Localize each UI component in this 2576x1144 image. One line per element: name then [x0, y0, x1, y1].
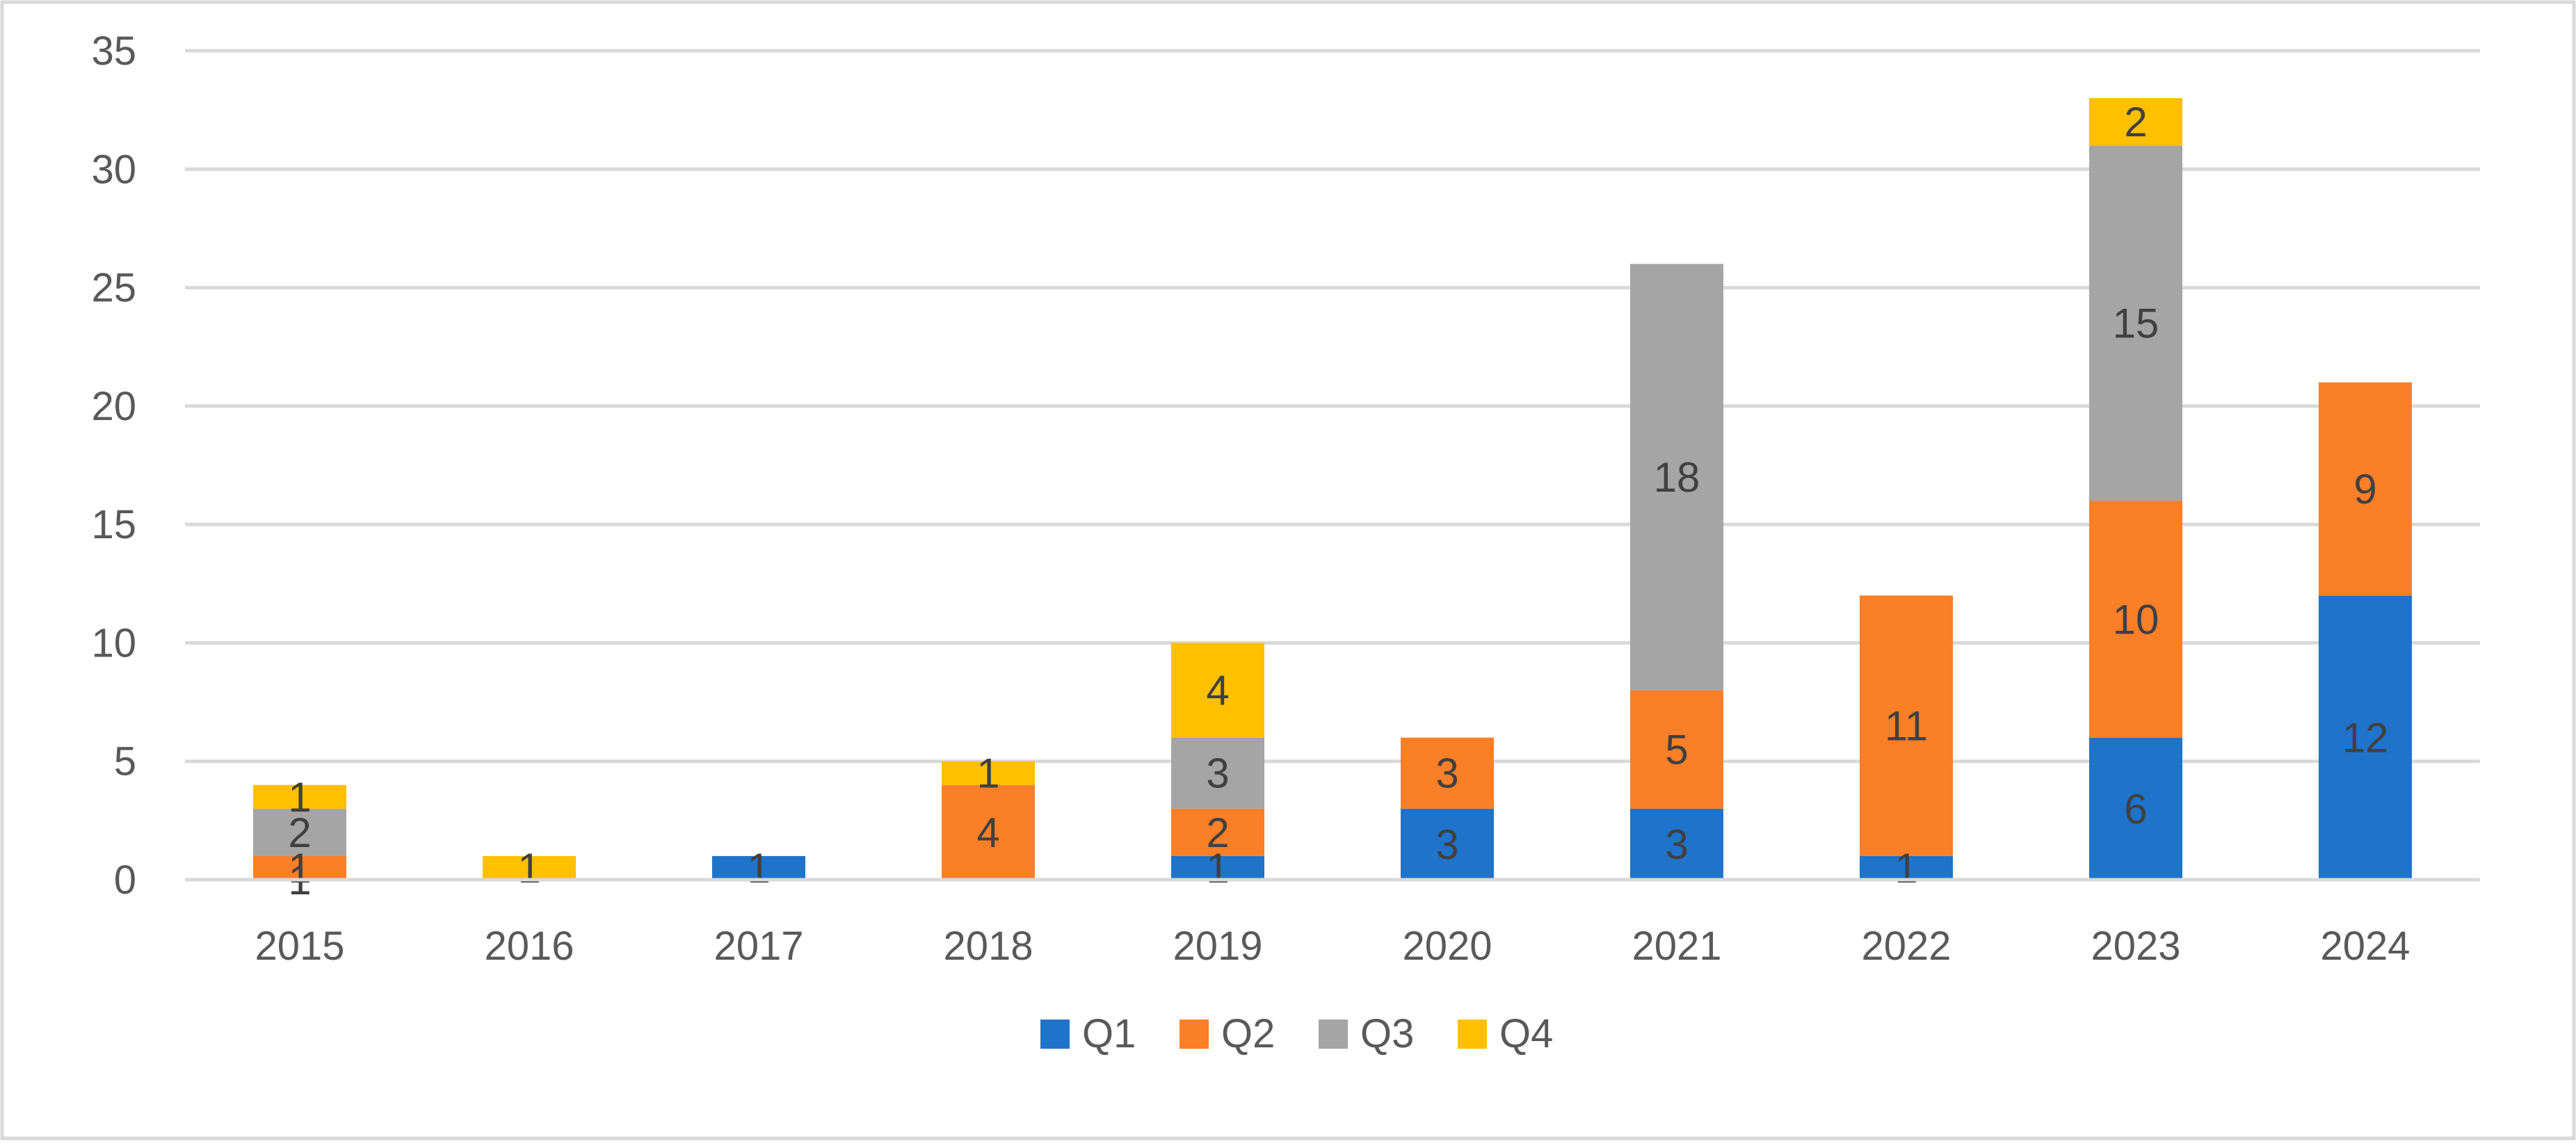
- x-tick-label-2024: 2024: [2320, 924, 2410, 969]
- bar-segment-q2-2019[interactable]: [1171, 808, 1264, 856]
- bar-segment-q4-2019[interactable]: [1171, 643, 1264, 738]
- data-label-q3-2021: 18: [1654, 454, 1700, 501]
- y-tick-label: 35: [91, 29, 136, 74]
- data-label-q4-2019: 4: [1206, 668, 1229, 714]
- data-label-q2-2022: 11: [1885, 703, 1928, 750]
- x-tick-label-2018: 2018: [943, 924, 1033, 969]
- data-label-q2-2023: 10: [2113, 596, 2159, 643]
- data-label-q2-2018: 4: [976, 809, 999, 856]
- data-label-q1-2023: 6: [2124, 786, 2147, 832]
- bar-segment-q1-2017[interactable]: [712, 855, 805, 880]
- legend-swatch-q1: [1040, 1020, 1070, 1049]
- data-label-q2-2019: 2: [1206, 809, 1229, 856]
- x-tick-label-2020: 2020: [1402, 924, 1492, 969]
- legend-label-q1: Q1: [1082, 1011, 1136, 1056]
- legend-label-q2: Q2: [1221, 1011, 1275, 1056]
- legend-label-q4: Q4: [1499, 1011, 1553, 1056]
- bar-segment-q4-2016[interactable]: [483, 855, 576, 880]
- data-label-q2-2015: 1: [288, 845, 311, 892]
- legend[interactable]: Q1 Q2 Q3 Q4: [1040, 1011, 1553, 1056]
- bar-segment-q2-2024[interactable]: [2319, 382, 2412, 596]
- bar-segment-q1-2022[interactable]: [1860, 855, 1953, 880]
- data-label-q4-2023: 2: [2124, 99, 2147, 145]
- bar-segment-q1-2021[interactable]: [1630, 808, 1723, 880]
- legend-item-q1[interactable]: Q1: [1040, 1011, 1136, 1056]
- data-label-q3-2019: 3: [1206, 750, 1229, 797]
- y-tick-label: 20: [91, 384, 136, 429]
- x-tick-label-2022: 2022: [1861, 924, 1951, 969]
- bar-segment-q4-2018[interactable]: [942, 761, 1035, 785]
- data-label-q1-2022: 1: [1894, 845, 1917, 892]
- y-tick-label: 15: [91, 502, 136, 547]
- bar-segment-q4-2015[interactable]: [253, 784, 346, 809]
- data-label-q2-2024: 9: [2353, 466, 2376, 513]
- bar-segment-q4-2023[interactable]: [2089, 98, 2182, 146]
- bar-segment-q1-2019[interactable]: [1171, 855, 1264, 880]
- data-label-q4-2018: 1: [976, 750, 999, 797]
- bars: [253, 98, 2412, 880]
- gridlines: [185, 49, 2480, 764]
- bar-segment-q3-2015[interactable]: [253, 808, 346, 856]
- x-tick-label-2015: 2015: [255, 924, 344, 969]
- data-label-q3-2023: 15: [2113, 300, 2159, 347]
- y-tick-label: 0: [114, 857, 136, 903]
- data-label-q1-2021: 3: [1665, 821, 1688, 868]
- bar-segment-q1-2020[interactable]: [1401, 808, 1494, 880]
- x-tick-label-2017: 2017: [714, 924, 803, 969]
- bar-segment-q2-2015[interactable]: [253, 855, 346, 880]
- bar-segment-q3-2019[interactable]: [1171, 737, 1264, 809]
- legend-swatch-q3: [1319, 1020, 1348, 1049]
- data-label-q4-2016: 1: [517, 845, 540, 892]
- data-label-q1-2017: 1: [747, 845, 770, 892]
- data-label-q1-2020: 3: [1435, 821, 1458, 868]
- bar-segment-q3-2023[interactable]: [2089, 145, 2182, 501]
- data-label-q4-2015: 1: [288, 774, 311, 821]
- legend-item-q3[interactable]: Q3: [1319, 1011, 1414, 1056]
- y-tick-label: 30: [91, 147, 136, 192]
- bar-segment-q2-2020[interactable]: [1401, 737, 1494, 809]
- bar-segment-q2-2022[interactable]: [1860, 595, 1953, 856]
- legend-swatch-q4: [1458, 1020, 1487, 1049]
- legend-swatch-q2: [1180, 1020, 1209, 1049]
- x-tick-label-2016: 2016: [484, 924, 574, 969]
- x-tick-label-2023: 2023: [2091, 924, 2180, 969]
- legend-item-q4[interactable]: Q4: [1458, 1011, 1553, 1056]
- bar-segment-q1-2023[interactable]: [2089, 737, 2182, 880]
- bar-segment-q2-2023[interactable]: [2089, 501, 2182, 738]
- y-tick-label: 25: [91, 266, 136, 311]
- y-tick-label: 10: [91, 620, 136, 666]
- legend-label-q3: Q3: [1360, 1011, 1414, 1056]
- bar-segment-q3-2021[interactable]: [1630, 264, 1723, 691]
- bar-segment-q2-2021[interactable]: [1630, 690, 1723, 809]
- x-tick-label-2019: 2019: [1173, 924, 1262, 969]
- data-label-q2-2020: 3: [1435, 750, 1458, 797]
- data-label-q2-2021: 5: [1665, 727, 1688, 773]
- bar-segment-q1-2024[interactable]: [2319, 595, 2412, 880]
- legend-item-q2[interactable]: Q2: [1180, 1011, 1275, 1056]
- y-tick-label: 5: [114, 739, 136, 784]
- data-label-q1-2019: 1: [1206, 845, 1229, 892]
- bar-segment-q2-2018[interactable]: [942, 784, 1035, 880]
- x-tick-label-2021: 2021: [1632, 924, 1721, 969]
- data-label-q3-2015: 2: [288, 809, 311, 856]
- data-label-q1-2024: 12: [2342, 715, 2389, 762]
